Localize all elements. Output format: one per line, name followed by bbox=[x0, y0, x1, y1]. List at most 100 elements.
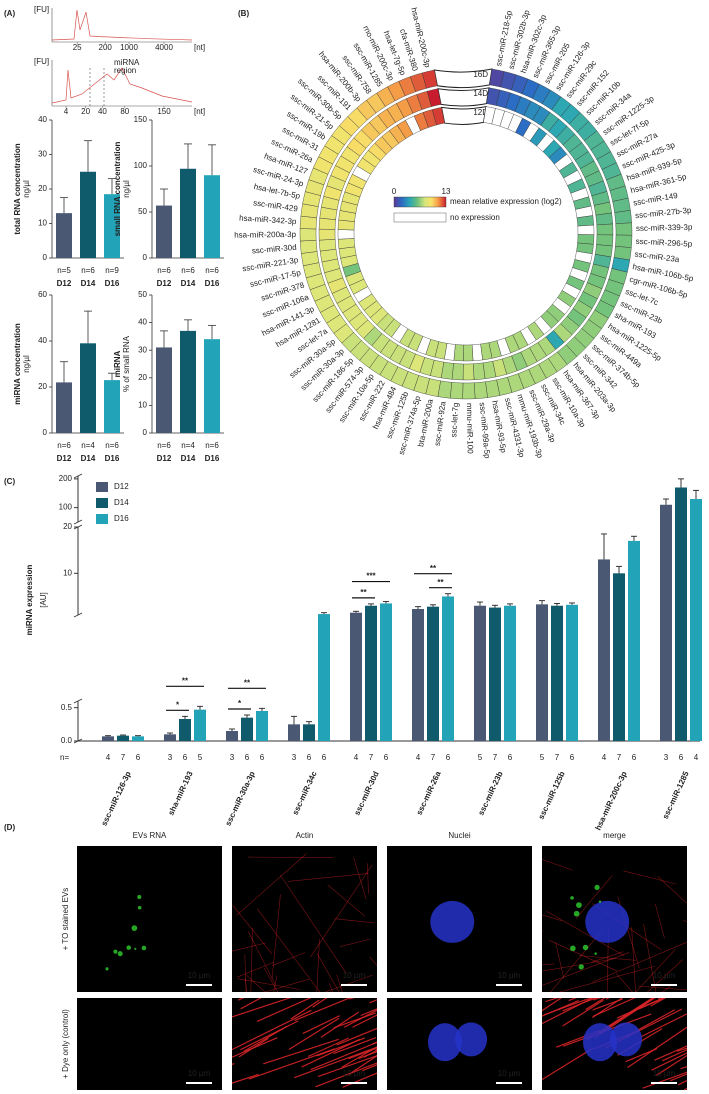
bar bbox=[179, 719, 191, 741]
bar bbox=[256, 711, 268, 741]
x-tick-label: D12 bbox=[157, 279, 172, 288]
nucleus bbox=[455, 1022, 488, 1057]
actin-fiber bbox=[369, 956, 377, 966]
ev-signal bbox=[113, 949, 118, 954]
scale-bar-label: 10 µm bbox=[653, 971, 676, 980]
bar bbox=[80, 343, 96, 433]
x-tick-label: ssc-miR-1285 bbox=[661, 769, 691, 820]
inset-tick-label: 4 bbox=[64, 107, 69, 116]
actin-fiber bbox=[683, 1087, 687, 1090]
actin-fiber bbox=[623, 870, 677, 885]
scale-bar-label: 10 µm bbox=[188, 1069, 211, 1078]
actin-fiber bbox=[333, 1012, 377, 1029]
panel-label: (D) bbox=[4, 823, 15, 832]
micrograph-bg bbox=[77, 998, 222, 1090]
axis-break bbox=[73, 473, 83, 479]
n-label: n=6 bbox=[157, 441, 171, 450]
actin-fiber bbox=[294, 1046, 377, 1079]
actin-fiber bbox=[670, 1073, 687, 1082]
actin-fiber bbox=[256, 998, 312, 1022]
x-tick-label: ssc-miR-125b bbox=[537, 770, 567, 821]
ev-signal bbox=[594, 884, 600, 891]
bar bbox=[504, 605, 516, 741]
axis-break bbox=[73, 519, 83, 525]
n-value: 4 bbox=[602, 753, 607, 762]
ev-signal bbox=[134, 947, 137, 950]
bar bbox=[132, 736, 144, 741]
actin-fiber bbox=[237, 961, 275, 978]
significance-label: * bbox=[238, 699, 242, 708]
heat-cell bbox=[472, 362, 486, 380]
ev-signal bbox=[570, 896, 574, 900]
actin-fiber bbox=[273, 975, 278, 992]
actin-fiber bbox=[579, 955, 636, 961]
y-tick-label: 0 bbox=[143, 428, 148, 437]
micrograph: 10 µm bbox=[387, 998, 532, 1090]
micrograph: 10 µm bbox=[542, 846, 700, 1026]
mirna-label: ssc-miR-30d bbox=[251, 243, 297, 256]
heat-cell bbox=[337, 229, 355, 240]
heat-cell bbox=[453, 344, 464, 362]
actin-fiber bbox=[654, 1045, 687, 1061]
actin-fiber bbox=[316, 938, 320, 992]
significance-label: ** bbox=[244, 678, 251, 687]
bar bbox=[303, 724, 315, 741]
n-label: n=6 bbox=[205, 441, 219, 450]
significance-label: ** bbox=[430, 564, 437, 573]
heat-cell bbox=[421, 69, 438, 89]
axis-break bbox=[73, 698, 83, 704]
n-value: 3 bbox=[664, 753, 669, 762]
actin-fiber bbox=[256, 908, 321, 992]
actin-fiber bbox=[272, 952, 306, 966]
column-title: Actin bbox=[296, 831, 314, 840]
column-title: Nuclei bbox=[448, 831, 470, 840]
heat-cell bbox=[299, 228, 317, 242]
micrograph-bg bbox=[77, 846, 222, 992]
actin-fiber bbox=[695, 910, 700, 1026]
ev-signal bbox=[137, 906, 142, 910]
scale-bar-label: 10 µm bbox=[343, 1069, 366, 1078]
actin-fiber bbox=[656, 1054, 687, 1076]
heat-cell bbox=[318, 228, 336, 241]
actin-fiber bbox=[680, 1065, 687, 1070]
n-value: 3 bbox=[292, 753, 297, 762]
y-tick-label: 60 bbox=[38, 290, 47, 299]
n-label: n=4 bbox=[81, 441, 95, 450]
actin-fiber bbox=[592, 998, 624, 1018]
y-tick-label: 10 bbox=[138, 401, 147, 410]
bar bbox=[226, 731, 238, 741]
y-tick-label: 100 bbox=[59, 503, 73, 512]
heat-cell bbox=[431, 107, 445, 126]
actin-fiber bbox=[360, 1008, 377, 1017]
y-tick-label: 50 bbox=[138, 207, 147, 216]
n-value: 7 bbox=[617, 753, 622, 762]
n-value: 5 bbox=[540, 753, 545, 762]
actin-fiber bbox=[248, 1048, 335, 1080]
actin-fiber bbox=[352, 1014, 377, 1028]
micrograph: 10 µm bbox=[542, 970, 709, 1090]
bar bbox=[474, 605, 486, 741]
legend-min: 0 bbox=[392, 187, 397, 196]
x-tick-label: ssc-miR-30d bbox=[352, 770, 380, 817]
actin-fiber bbox=[696, 970, 709, 1001]
n-value: 7 bbox=[493, 753, 498, 762]
actin-fiber bbox=[650, 998, 667, 1007]
legend-swatch bbox=[96, 514, 108, 524]
actin-fiber bbox=[542, 958, 616, 972]
heat-cell bbox=[615, 234, 633, 248]
n-value: 5 bbox=[198, 753, 203, 762]
micrograph: 10 µm bbox=[77, 998, 222, 1090]
actin-fiber bbox=[232, 1009, 312, 1051]
x-tick-label: D16 bbox=[205, 279, 220, 288]
actin-fiber bbox=[232, 942, 266, 952]
actin-fiber bbox=[546, 910, 625, 957]
bar bbox=[442, 596, 454, 741]
y-tick-label: 30 bbox=[38, 150, 47, 159]
legend-gradient bbox=[393, 196, 447, 208]
y-tick-label: 0.0 bbox=[61, 736, 73, 745]
inset-tick-label: 25 bbox=[73, 43, 82, 52]
actin-fiber bbox=[363, 1049, 377, 1058]
actin-fiber bbox=[232, 1073, 259, 1084]
inset-tick-label: 20 bbox=[81, 107, 90, 116]
ev-signal bbox=[141, 945, 147, 951]
